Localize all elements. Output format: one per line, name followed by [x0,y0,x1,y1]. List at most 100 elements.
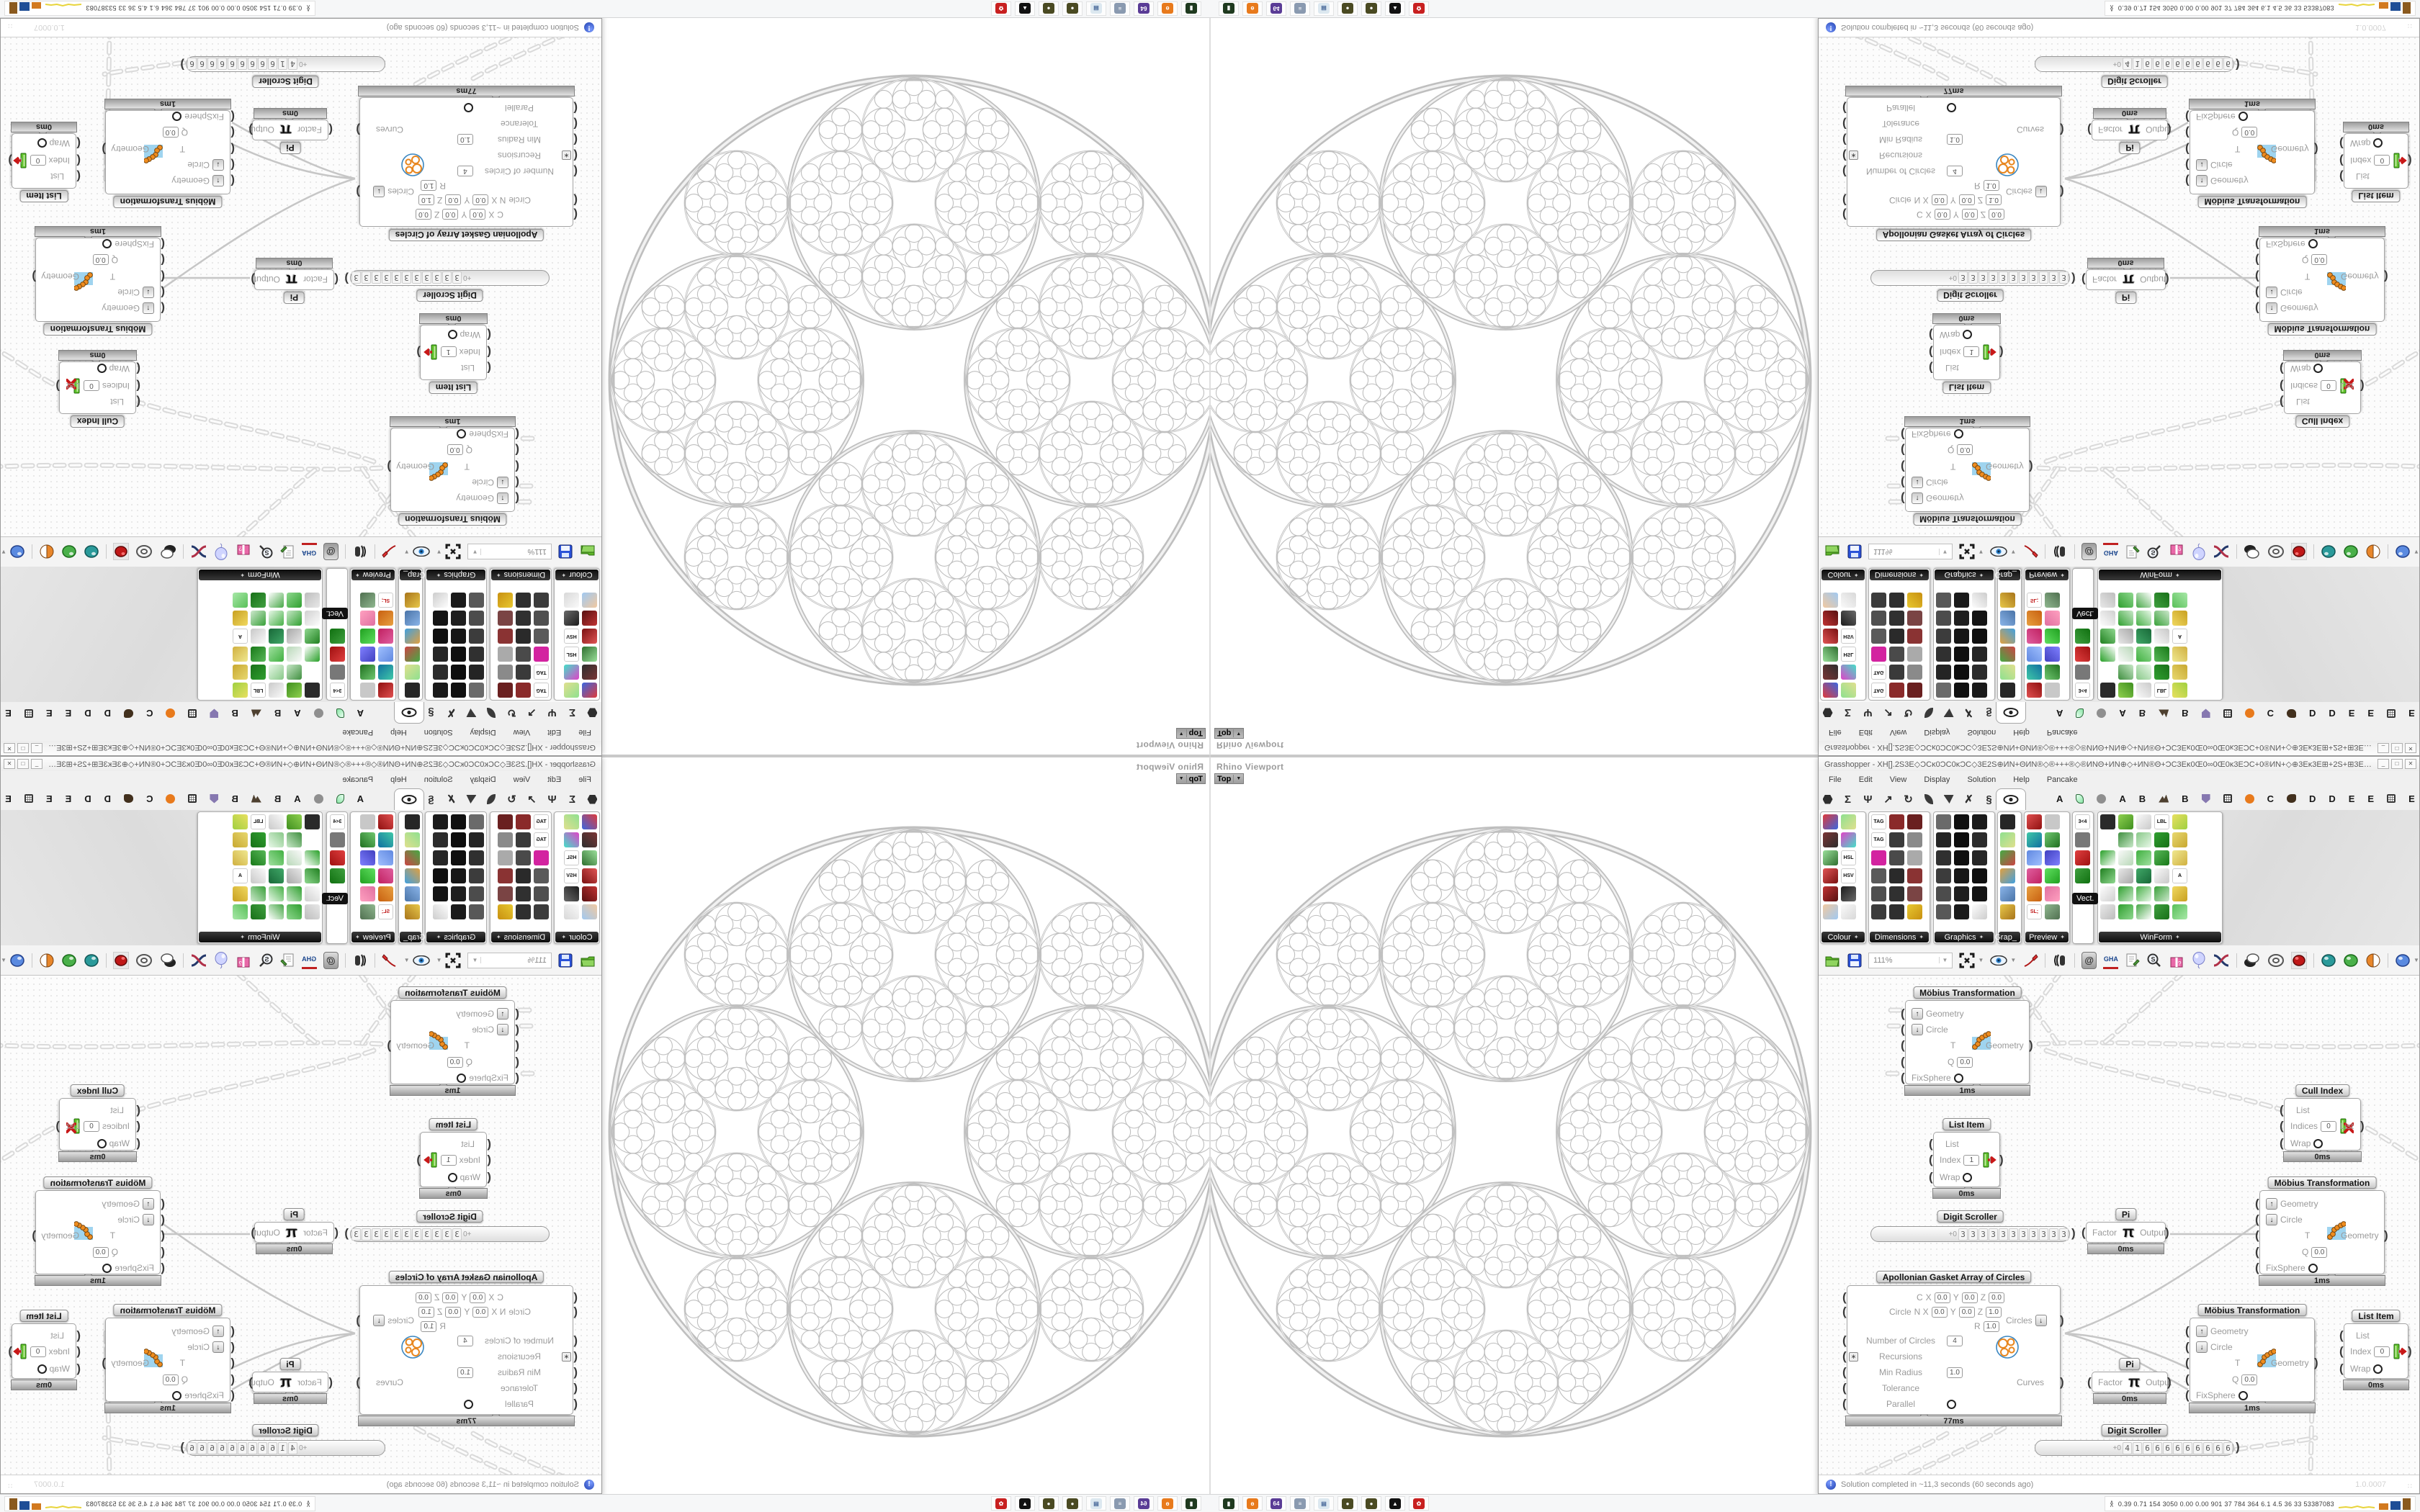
menu-item-pancake[interactable]: Pancake [2046,728,2078,737]
input-port-arc[interactable]: ( [76,1328,81,1342]
component-icon[interactable] [233,593,248,608]
taskbar-perf-stats[interactable]: ∧ ∧ 0.39 0.71 154 3050 0.00 0.00 901 37 7… [4,1,315,16]
component-label-list-item-a[interactable]: List Item [1942,382,1991,394]
index-value-box[interactable]: 0 [2321,380,2337,392]
component-icon[interactable] [269,629,284,644]
rhino-viewport[interactable]: Rhino Viewport Top ▼ [602,756,1210,1494]
moss-ball-icon[interactable]: ● [1337,1,1358,16]
component-icon[interactable] [2154,611,2169,626]
titlebar[interactable]: Grasshopper - XH[].2S3E◇ƆCĸ0ƆC0ĸƆC◇3E2S⊕… [1,757,601,771]
scroller-digit[interactable]: 6 [2213,58,2223,71]
scroller-digit[interactable]: 3 [402,1228,411,1241]
value-box[interactable]: 0.0 [1958,1306,1975,1318]
plugin-tab-9[interactable] [2244,708,2254,719]
component-label-apollonian[interactable]: Apollonian Gasket Array of Circles [1876,229,2032,241]
scroller-digit[interactable]: 3 [2049,1228,2058,1241]
output-port-arc[interactable]: ) [2165,1225,2169,1239]
component-icon[interactable] [251,904,266,919]
component-icon[interactable] [516,904,531,919]
component-list-item-b[interactable]: (List(Index 0(Wrap i) [8,1323,81,1379]
input-port-arc[interactable]: ( [1929,346,1933,359]
digit-scroller-digit-scroller-a[interactable]: +0 3 3 3 3 3 3 3 3 3 3 3 [350,1226,550,1242]
scroller-digit[interactable]: 6 [238,58,247,71]
output-port-arc[interactable]: ) [416,1153,421,1166]
digit-scroller-digit-scroller-b[interactable]: +0 4 1 6 6 6 6 6 6 6 6 6 [2035,1440,2234,1456]
open-file-icon[interactable] [580,544,596,561]
input-port-arc[interactable]: ( [230,1340,235,1354]
component-icon[interactable] [287,611,302,626]
component-label-mobius-b[interactable]: Möbius Transformation [43,1176,153,1189]
component-icon[interactable] [251,629,266,644]
component-icon[interactable] [2045,593,2060,608]
scroller-digit[interactable]: 6 [2193,58,2202,71]
component-label-pi-a[interactable]: Pi [283,1208,305,1220]
close-button[interactable]: ✕ [2405,759,2416,769]
component-icon[interactable] [1889,832,1904,847]
component-icon[interactable] [2100,647,2115,662]
component-icon[interactable] [534,850,549,865]
component-icon[interactable] [2045,886,2060,901]
input-port-arc[interactable]: ( [573,133,578,147]
input-port-arc[interactable]: ( [230,126,235,140]
minimize-button[interactable]: _ [31,759,42,769]
panel-label-winform[interactable]: WinForm ✦ [2099,932,2221,942]
input-port-arc[interactable]: ( [2185,158,2190,172]
component-icon[interactable] [451,593,466,608]
plugin-tab-17[interactable]: E [5,708,12,719]
menu-item-help[interactable]: Help [390,728,407,737]
widget-clamp-icon[interactable] [2052,544,2068,561]
component-icon[interactable] [2136,904,2151,919]
component-pi-b[interactable]: () Factor π Output [248,1372,333,1392]
panel-label-colour[interactable]: Colour ✦ [555,932,599,942]
plugin-tab-8[interactable] [188,709,197,718]
component-icon[interactable] [2136,868,2151,883]
plugin-tab-1[interactable] [2076,708,2084,719]
output-port-arc[interactable]: ) [251,1225,255,1239]
component-icon[interactable] [269,611,284,626]
component-icon[interactable] [1936,593,1951,608]
value-box[interactable]: 1.0 [418,1306,434,1318]
arrow-up-icon[interactable]: ↑ [2196,1326,2208,1337]
component-icon[interactable] [469,611,484,626]
component-icon[interactable] [233,611,248,626]
red-gumball-icon[interactable] [112,951,129,969]
green-pin-icon[interactable] [2343,544,2359,561]
plugin-tab-6[interactable]: B [2182,708,2189,719]
input-port-arc[interactable]: ( [161,253,165,267]
half-sphere-icon[interactable] [2365,952,2381,969]
input-port-arc[interactable]: ( [2185,1388,2190,1402]
scroller-digit[interactable]: 3 [442,271,452,284]
component-icon[interactable] [1823,904,1838,919]
q-value-box[interactable]: 0.0 [92,254,109,266]
plugin-tab-0[interactable]: A [2056,708,2063,719]
component-icon[interactable] [534,611,549,626]
input-port-arc[interactable]: ( [136,1136,140,1150]
component-icon[interactable] [1889,814,1904,829]
black-cat-icon[interactable]: ▲ [1385,1,1405,16]
plugin-tab-3[interactable]: A [294,793,301,804]
floppy-64-icon[interactable]: 64 [1266,1,1286,16]
arrow-down-icon[interactable]: ↓ [143,1214,154,1225]
component-icon[interactable] [1954,868,1969,883]
surface-leaf-icon[interactable] [1922,707,1935,719]
panel-label-dimensions[interactable]: Dimensions ✦ [1870,932,1929,942]
input-port-arc[interactable]: ( [1901,1055,1905,1068]
input-port-arc[interactable]: ( [161,1261,165,1274]
value-box[interactable]: 0.0 [445,1306,462,1318]
component-icon[interactable]: HSV [564,629,579,644]
component-icon[interactable] [2027,868,2042,883]
parallel-port-circle[interactable] [1947,103,1956,113]
input-port-arc[interactable]: ( [230,1372,235,1386]
maximize-button[interactable]: □ [2391,743,2403,753]
component-icon[interactable] [1871,886,1886,901]
scroller-digit[interactable]: 3 [382,1228,391,1241]
component-icon[interactable] [378,850,393,865]
fixsphere-port-circle[interactable] [2308,239,2318,249]
input-port-arc[interactable]: ( [2255,1261,2259,1274]
component-icon[interactable] [451,814,466,829]
component-icon[interactable] [451,611,466,626]
value-box[interactable]: 1.0 [457,134,473,145]
component-icon[interactable] [564,593,579,608]
component-icon[interactable] [1936,832,1951,847]
red-badge-icon[interactable]: ✿ [991,1496,1011,1511]
